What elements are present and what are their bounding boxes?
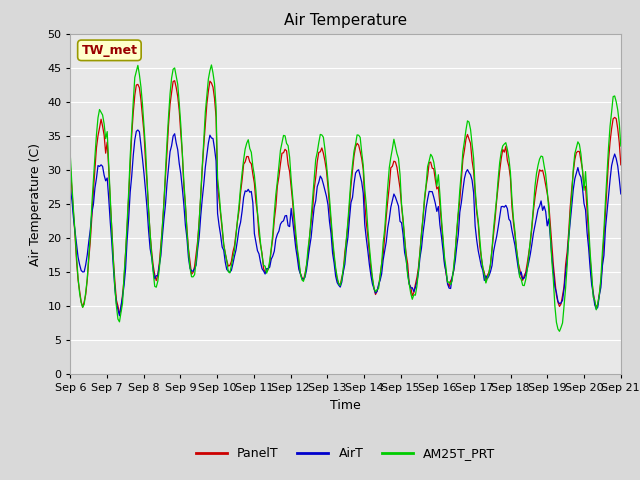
AirT: [252, 239, 260, 245]
PanelT: [261, 270, 269, 276]
Line: AM25T_PRT: AM25T_PRT: [70, 65, 621, 331]
AirT: [137, 142, 145, 148]
AM25T_PRT: [617, 143, 625, 149]
AM25T_PRT: [589, 294, 597, 300]
AirT: [617, 191, 625, 197]
AirT: [234, 237, 241, 243]
AM25T_PRT: [232, 233, 240, 239]
PanelT: [67, 164, 74, 170]
AM25T_PRT: [134, 62, 141, 68]
Text: TW_met: TW_met: [81, 44, 138, 57]
AirT: [116, 313, 124, 319]
Legend: PanelT, AirT, AM25T_PRT: PanelT, AirT, AM25T_PRT: [191, 442, 500, 465]
PanelT: [617, 162, 625, 168]
Title: Air Temperature: Air Temperature: [284, 13, 407, 28]
Line: AirT: AirT: [70, 130, 621, 316]
PanelT: [234, 218, 241, 224]
Y-axis label: Air Temperature (C): Air Temperature (C): [29, 143, 42, 265]
AirT: [589, 291, 597, 297]
PanelT: [252, 199, 260, 205]
AM25T_PRT: [67, 155, 74, 160]
AM25T_PRT: [207, 62, 215, 68]
AM25T_PRT: [308, 196, 316, 202]
AM25T_PRT: [260, 263, 268, 268]
AM25T_PRT: [556, 328, 563, 334]
PanelT: [589, 289, 597, 295]
AirT: [261, 271, 269, 277]
PanelT: [136, 85, 143, 91]
PanelT: [116, 310, 124, 316]
AirT: [310, 204, 318, 210]
AirT: [134, 127, 141, 133]
PanelT: [310, 186, 318, 192]
Line: PanelT: PanelT: [70, 81, 621, 313]
PanelT: [171, 78, 179, 84]
AM25T_PRT: [250, 172, 258, 178]
AirT: [67, 186, 74, 192]
X-axis label: Time: Time: [330, 399, 361, 412]
